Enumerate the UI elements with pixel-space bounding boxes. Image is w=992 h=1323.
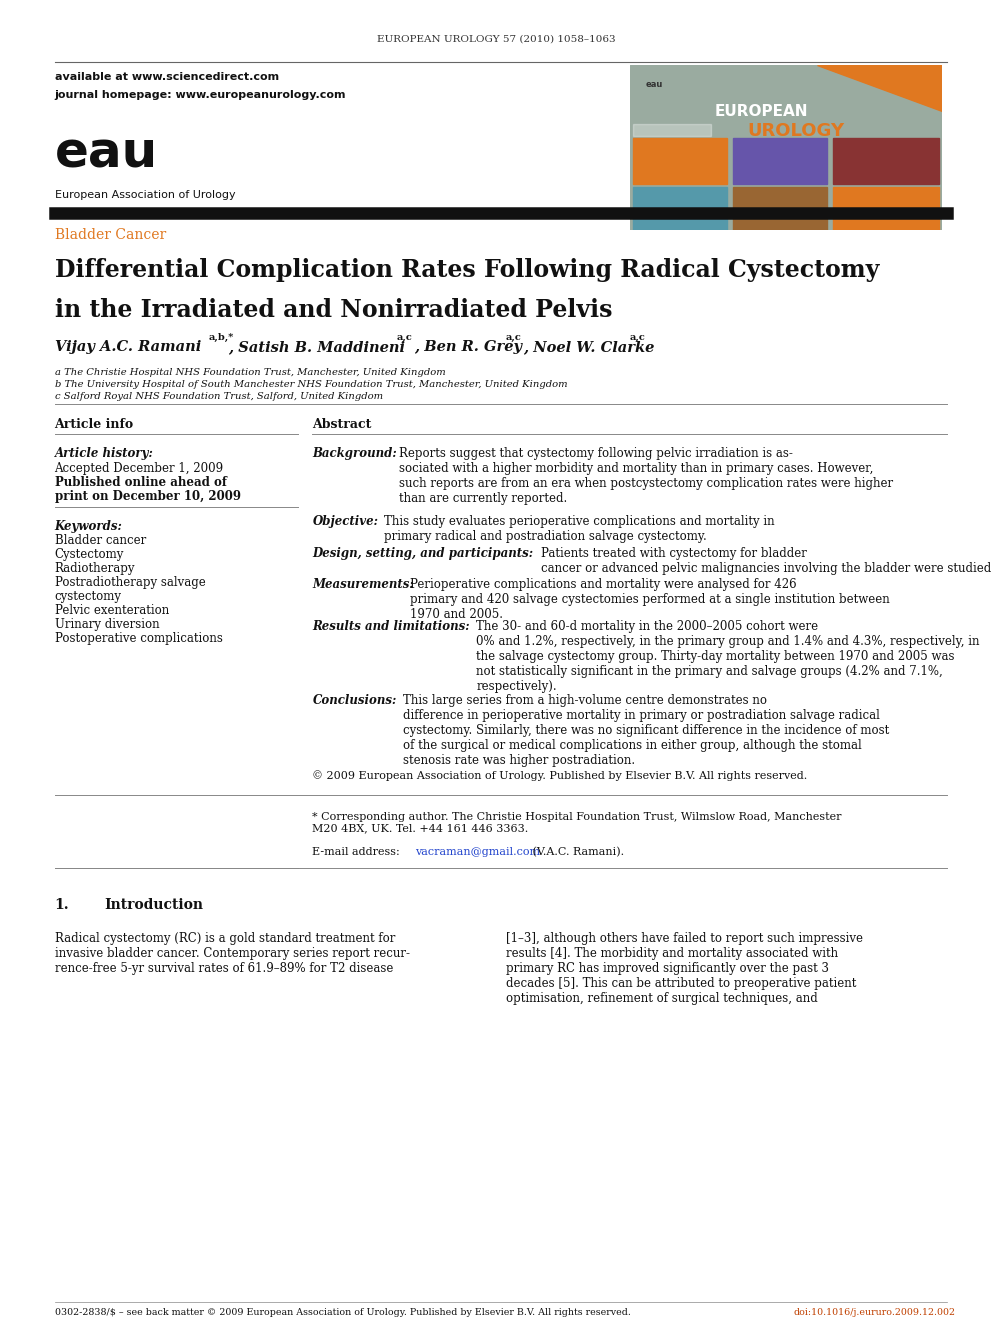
Text: a The Christie Hospital NHS Foundation Trust, Manchester, United Kingdom: a The Christie Hospital NHS Foundation T… [55,368,445,377]
Text: Urinary diversion: Urinary diversion [55,618,159,631]
Text: Radical cystectomy (RC) is a gold standard treatment for
invasive bladder cancer: Radical cystectomy (RC) is a gold standa… [55,931,410,975]
Text: The 30- and 60-d mortality in the 2000–2005 cohort were
0% and 1.2%, respectivel: The 30- and 60-d mortality in the 2000–2… [476,620,980,693]
Text: Design, setting, and participants:: Design, setting, and participants: [312,546,534,560]
Text: Perioperative complications and mortality were analysed for 426
primary and 420 : Perioperative complications and mortalit… [410,578,890,620]
Text: doi:10.1016/j.eururo.2009.12.002: doi:10.1016/j.eururo.2009.12.002 [794,1308,955,1316]
Text: a,c: a,c [397,333,413,343]
Text: 1.: 1. [55,898,69,912]
Text: Patients treated with cystectomy for bladder
cancer or advanced pelvic malignanc: Patients treated with cystectomy for bla… [541,546,992,576]
Text: , Ben R. Grey: , Ben R. Grey [414,340,522,355]
Text: European Association of Urology: European Association of Urology [55,191,235,200]
Text: Postradiotherapy salvage: Postradiotherapy salvage [55,576,205,589]
Text: Conclusions:: Conclusions: [312,695,397,706]
Text: cystectomy: cystectomy [55,590,122,603]
Text: Published online ahead of: Published online ahead of [55,476,226,490]
Text: © 2009 European Association of Urology. Published by Elsevier B.V. All rights re: © 2009 European Association of Urology. … [312,770,807,781]
Text: Results and limitations:: Results and limitations: [312,620,470,632]
Text: 0302-2838/$ – see back matter © 2009 European Association of Urology. Published : 0302-2838/$ – see back matter © 2009 Eur… [55,1308,631,1316]
Text: Abstract: Abstract [312,418,372,431]
Bar [633,187,727,230]
Text: in the Irradiated and Nonirradiated Pelvis: in the Irradiated and Nonirradiated Pelv… [55,298,612,321]
Text: a,b,*: a,b,* [208,333,233,343]
Text: Objective:: Objective: [312,515,379,528]
Text: , Noel W. Clarke: , Noel W. Clarke [523,340,654,355]
Text: This large series from a high-volume centre demonstrates no
difference in periop: This large series from a high-volume cen… [403,695,889,767]
Text: Radiotherapy: Radiotherapy [55,562,135,576]
Text: Pelvic exenteration: Pelvic exenteration [55,605,169,617]
Text: UROLOGY: UROLOGY [747,122,844,140]
Bar [733,187,826,230]
Text: This study evaluates perioperative complications and mortality in
primary radica: This study evaluates perioperative compl… [384,515,775,542]
Polygon shape [817,65,942,111]
Text: E-mail address:: E-mail address: [312,847,404,857]
Text: eau: eau [55,130,158,179]
Text: Reports suggest that cystectomy following pelvic irradiation is as-
sociated wit: Reports suggest that cystectomy followin… [399,447,893,505]
Text: Postoperative complications: Postoperative complications [55,632,222,646]
Text: b The University Hospital of South Manchester NHS Foundation Trust, Manchester, : b The University Hospital of South Manch… [55,380,567,389]
Text: Accepted December 1, 2009: Accepted December 1, 2009 [55,462,223,475]
Bar [733,138,826,184]
Text: * Corresponding author. The Christie Hospital Foundation Trust, Wilmslow Road, M: * Corresponding author. The Christie Hos… [312,812,842,833]
Text: Differential Complication Rates Following Radical Cystectomy: Differential Complication Rates Followin… [55,258,879,282]
Text: Cystectomy: Cystectomy [55,548,124,561]
Text: Introduction: Introduction [104,898,203,912]
Text: available at www.sciencedirect.com: available at www.sciencedirect.com [55,71,279,82]
Text: a,c: a,c [630,333,646,343]
Text: Measurements:: Measurements: [312,578,415,591]
Text: Background:: Background: [312,447,397,460]
Text: vacraman@gmail.com: vacraman@gmail.com [415,847,540,857]
Text: journal homepage: www.europeanurology.com: journal homepage: www.europeanurology.co… [55,90,346,101]
Text: a,c: a,c [506,333,522,343]
Text: eau: eau [646,81,663,89]
Bar [633,138,727,184]
Text: print on December 10, 2009: print on December 10, 2009 [55,490,240,503]
Text: EUROPEAN UROLOGY 57 (2010) 1058–1063: EUROPEAN UROLOGY 57 (2010) 1058–1063 [377,34,615,44]
Text: Bladder Cancer: Bladder Cancer [55,228,166,242]
Text: Article info: Article info [55,418,134,431]
Bar [833,187,939,230]
Text: c Salford Royal NHS Foundation Trust, Salford, United Kingdom: c Salford Royal NHS Foundation Trust, Sa… [55,392,383,401]
Text: EUROPEAN: EUROPEAN [714,103,807,119]
Text: Vijay A.C. Ramani: Vijay A.C. Ramani [55,340,200,355]
Text: Bladder cancer: Bladder cancer [55,534,146,546]
Bar [633,124,711,136]
Text: , Satish B. Maddineni: , Satish B. Maddineni [228,340,405,355]
Text: (V.A.C. Ramani).: (V.A.C. Ramani). [529,847,624,857]
Text: [1–3], although others have failed to report such impressive
results [4]. The mo: [1–3], although others have failed to re… [506,931,863,1005]
Bar [833,138,939,184]
Text: Keywords:: Keywords: [55,520,122,533]
Text: Article history:: Article history: [55,447,154,460]
